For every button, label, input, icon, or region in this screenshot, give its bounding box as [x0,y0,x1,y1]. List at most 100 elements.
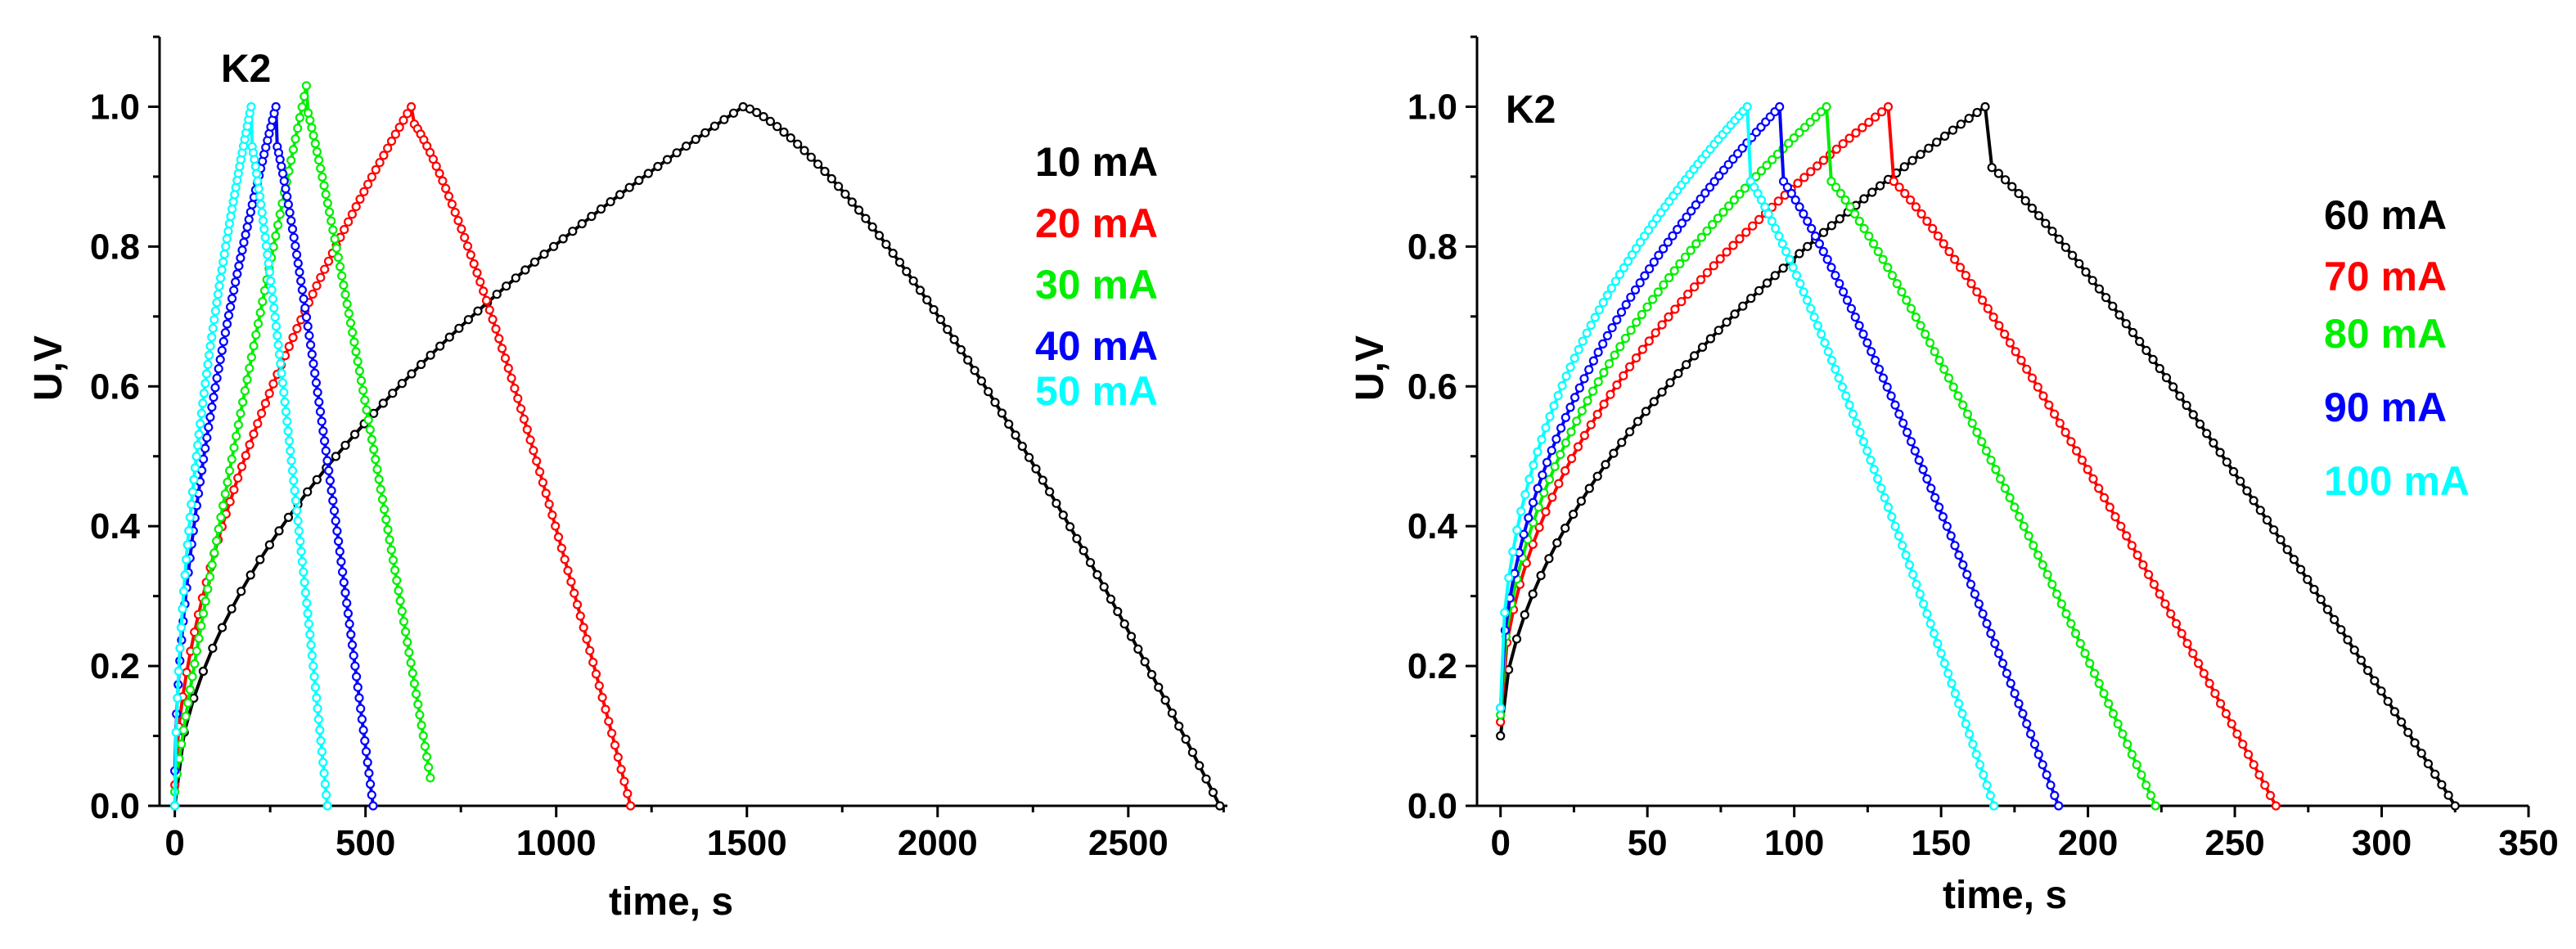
data-point [1709,261,1718,271]
data-point [1649,397,1659,407]
data-point [1520,489,1530,500]
data-point [2128,327,2138,338]
data-point [196,408,206,418]
data-point [349,337,359,347]
data-point [187,499,196,510]
data-point [390,565,400,575]
data-point [908,276,918,286]
data-point [547,510,557,520]
data-point [1781,246,1791,257]
data-point [366,779,376,789]
data-point [2022,719,2032,729]
data-point [463,315,474,325]
x-tick-label: 150 [1911,823,1970,863]
data-point [251,330,261,340]
data-point [643,169,653,178]
data-point [310,682,320,692]
data-point [249,341,259,351]
data-point [1659,280,1669,290]
data-point [317,172,327,182]
data-point [388,389,398,398]
data-point [1795,249,1804,259]
data-point [847,197,857,207]
data-point [1894,182,1904,192]
data-point [214,364,223,374]
data-point [322,456,332,466]
data-point [251,169,262,178]
data-point [1642,302,1652,312]
data-point [2160,599,2170,609]
data-point [1697,342,1708,352]
data-point [2014,699,2024,708]
data-point [1677,218,1687,228]
legend-entry: 40 mA [1035,323,1158,369]
data-point [1154,682,1164,692]
data-point [277,378,288,388]
data-point [1771,223,1781,233]
data-point [269,303,279,313]
data-point [2018,708,2028,719]
data-point [392,575,402,586]
data-point [1024,452,1034,462]
data-point [314,397,324,407]
data-point [943,325,952,335]
data-point [296,546,306,556]
data-point [178,604,187,614]
data-point [1556,449,1565,460]
data-point [1593,377,1603,387]
data-point [349,650,358,660]
data-point [1943,668,1953,678]
data-point [426,350,435,360]
data-point [1586,320,1596,331]
data-point [297,285,307,295]
data-point [1789,133,1799,143]
data-point [242,375,252,385]
data-point [215,354,225,365]
data-point [218,336,228,347]
data-point [1729,195,1739,205]
data-point [1598,298,1608,308]
data-point [1696,275,1706,285]
data-point [1919,599,1929,609]
data-point [1981,446,1991,456]
data-point [1592,471,1602,481]
data-point [1619,263,1629,272]
data-point [229,286,239,295]
data-point [534,467,545,477]
data-point [299,578,309,587]
data-point [1728,154,1738,164]
data-point [401,627,411,636]
data-point [2015,511,2024,522]
data-point [2403,727,2413,737]
data-point [2276,535,2286,545]
data-point [308,289,317,299]
data-point [1730,309,1740,319]
data-point [1906,195,1916,205]
data-point [2269,525,2279,535]
data-point [324,466,334,475]
data-point [1864,117,1874,128]
data-point [1954,699,1964,708]
data-point [1795,202,1804,212]
data-point [319,768,329,778]
data-point [361,747,372,757]
data-point [572,600,583,609]
data-point [1072,533,1082,544]
panel-annotation: K2 [1506,88,1556,132]
data-point [1607,323,1617,333]
data-point [1702,226,1712,236]
data-point [355,194,365,204]
data-point [1770,271,1780,281]
data-point [623,789,633,798]
data-point [840,189,850,199]
data-point [302,598,312,608]
data-point [358,725,368,735]
data-point [2243,749,2254,759]
data-point [1584,365,1594,375]
data-point [1724,201,1734,211]
data-point [606,197,615,207]
data-point [194,633,204,644]
data-point [1859,223,1869,233]
data-point [2061,609,2071,618]
data-point [1867,187,1877,197]
